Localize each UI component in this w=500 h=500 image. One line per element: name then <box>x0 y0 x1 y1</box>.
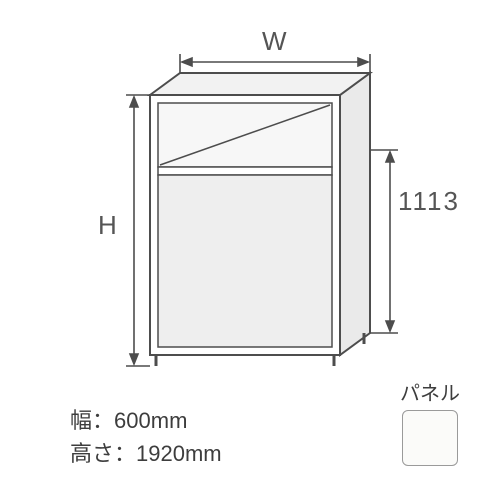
spec-block: 幅：600mm 高さ：1920mm <box>70 404 222 470</box>
dim-section <box>370 150 398 333</box>
spec-width: 幅：600mm <box>70 404 222 437</box>
panel-top-face <box>150 73 370 95</box>
figure-canvas: W H 1113 幅：600mm 高さ：1920mm パネル <box>0 0 500 500</box>
spec-height: 高さ：1920mm <box>70 437 222 470</box>
spec-height-val: 1920mm <box>136 441 222 466</box>
swatch-block: パネル <box>400 377 460 466</box>
spec-sep-2: ： <box>114 441 136 466</box>
dim-h <box>126 95 150 366</box>
spec-height-key: 高さ <box>70 441 114 466</box>
panel-side-face <box>340 73 370 355</box>
panel-divider <box>158 167 332 175</box>
swatch-label: パネル <box>400 377 460 406</box>
panel-body <box>150 73 370 366</box>
spec-sep-1: ： <box>92 408 114 433</box>
dim-w-label: W <box>262 26 288 57</box>
swatch-chip <box>402 410 458 466</box>
panel-lower <box>158 175 332 347</box>
dim-section-label: 1113 <box>398 186 460 217</box>
dim-h-label: H <box>98 210 118 241</box>
spec-width-key: 幅 <box>70 408 92 433</box>
spec-width-val: 600mm <box>114 408 187 433</box>
